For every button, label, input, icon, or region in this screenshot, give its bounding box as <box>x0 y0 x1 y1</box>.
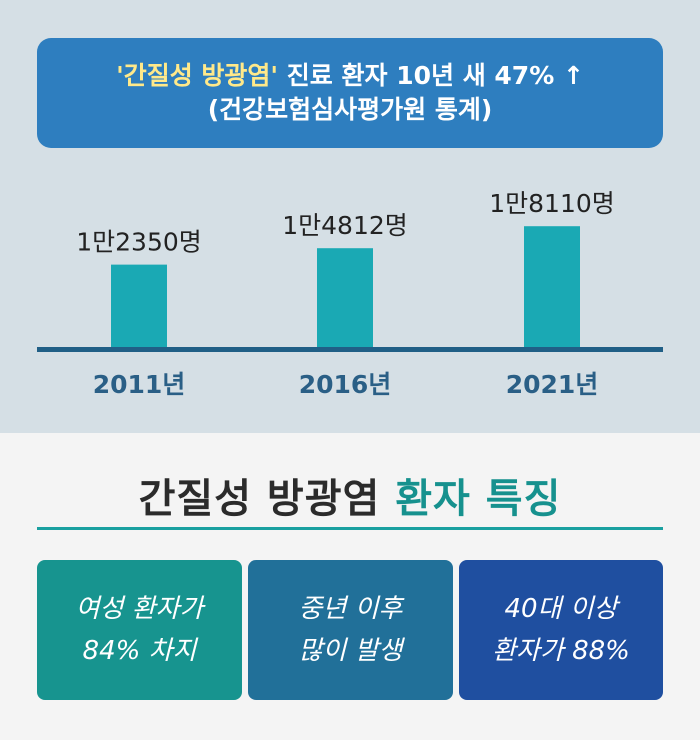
bar <box>111 264 167 347</box>
feature-card-female: 여성 환자가 84% 차지 <box>37 560 242 700</box>
x-tick-label: 2021년 <box>506 370 599 399</box>
bar <box>524 226 580 347</box>
headline-highlight: '간질성 방광염' <box>116 61 279 90</box>
feature-card-over-40: 40대 이상 환자가 88% <box>459 560 663 700</box>
section-divider <box>37 527 663 530</box>
feature-card-middle-age: 중년 이후 많이 발생 <box>248 560 453 700</box>
bar-value-label: 1만2350명 <box>76 228 202 257</box>
section-title-main: 간질성 방광염 <box>138 476 396 522</box>
headline-rest: 진료 환자 10년 새 47% ↑ <box>278 61 584 90</box>
feature-card-line: 40대 이상 <box>504 594 618 624</box>
feature-card-line: 많이 발생 <box>298 636 403 666</box>
baseline <box>37 347 663 352</box>
headline: '간질성 방광염' 진료 환자 10년 새 47% ↑ <box>116 59 584 93</box>
bar-chart: 1만2350명 2011년 1만4812명 2016년 1만8110명 2021년 <box>37 189 663 399</box>
feature-card-line: 중년 이후 <box>298 594 403 624</box>
source-note: (건강보험심사평가원 통계) <box>207 95 493 124</box>
feature-card-line: 84% 차지 <box>82 636 197 666</box>
x-tick-label: 2011년 <box>93 370 186 399</box>
headline-banner: '간질성 방광염' 진료 환자 10년 새 47% ↑ (건강보험심사평가원 통… <box>37 38 663 148</box>
section-title: 간질성 방광염 환자 특징 <box>0 466 700 524</box>
x-tick-label: 2016년 <box>299 370 392 399</box>
section-title-accent: 환자 특징 <box>395 476 562 522</box>
feature-card-line: 여성 환자가 <box>75 594 204 624</box>
feature-card-line: 환자가 88% <box>492 636 630 666</box>
bar-value-label: 1만8110명 <box>489 189 615 218</box>
bar-value-label: 1만4812명 <box>282 211 408 240</box>
bar <box>317 248 373 347</box>
